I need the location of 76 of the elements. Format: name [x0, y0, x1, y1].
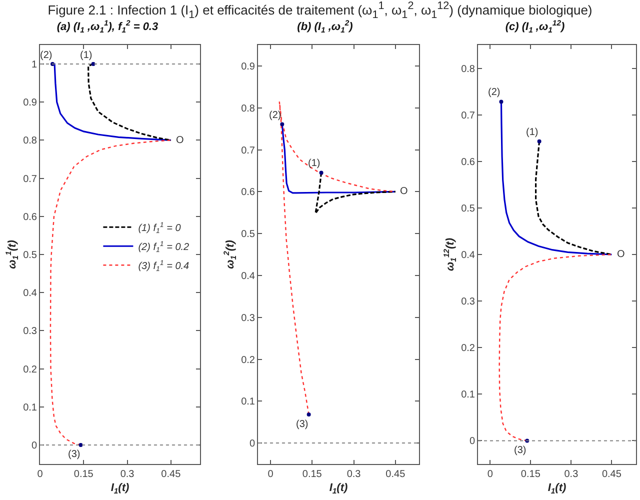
line-series	[498, 254, 612, 442]
annotation: (2)	[269, 110, 282, 121]
annotation: (3)	[296, 419, 308, 430]
annotation: (1)	[308, 158, 320, 169]
y-tick-label: 0.5	[23, 250, 38, 261]
y-tick-label: 0	[31, 440, 38, 452]
y-tick-label: 0.2	[241, 354, 256, 366]
y-tick-label: 0.2	[23, 364, 38, 376]
y-tick-label: 0.1	[23, 402, 38, 414]
line-series	[281, 123, 396, 194]
y-tick-label: 0.4	[23, 288, 38, 300]
y-tick-label: 0.4	[241, 270, 256, 282]
y-tick-label: 0.5	[461, 203, 476, 214]
chart-title: Figure 2.1 : Infection 1 (I$_{1}$) et efficacités de traitement (ω$_{1}$$^{1}$, ω$_{1}$$^{2}$, ω$_{1}$$^{12}$) (dynamique biologique)	[48, 0, 592, 21]
y-tick-label: 0.2	[461, 343, 476, 354]
annotation: O	[176, 135, 184, 146]
line-series	[52, 63, 172, 142]
annotation: O	[400, 186, 408, 197]
x-tick-label: 0.15	[302, 469, 322, 480]
annotation: (1)	[80, 50, 92, 61]
line-series	[87, 63, 172, 142]
chart-subtitle: (b) (I$_{1}$ ,ω$_{1}$$^{2}$)	[297, 18, 354, 34]
point	[537, 139, 542, 144]
annotation: (2)	[488, 87, 500, 98]
x-tick-label: 0.15	[74, 469, 94, 480]
y-tick-label: 0.3	[23, 326, 38, 338]
y-tick-label: 0.5	[241, 229, 256, 240]
y-tick-label: 1	[31, 60, 38, 71]
legend-label: (3) f$_{1}$$^{1}$ = 0.4	[138, 260, 190, 274]
annotation: (3)	[514, 445, 526, 456]
y-tick-label: 0.8	[241, 103, 256, 114]
y-tick-label: 0.8	[461, 64, 476, 75]
y-tick-label: 0.7	[241, 145, 256, 156]
legend-label: (1) f$_{1}$$^{1}$ = 0	[138, 222, 182, 236]
x-tick-label: 0	[487, 469, 494, 480]
x-axis-title: I$_{1}$(t)	[548, 482, 566, 496]
line-series	[500, 101, 612, 256]
y-tick-label: 0.9	[23, 98, 38, 109]
x-tick-label: 0.3	[346, 469, 362, 480]
y-tick-label: 0.6	[23, 212, 38, 223]
point	[499, 100, 504, 104]
line-series	[314, 172, 396, 214]
point	[306, 412, 311, 417]
line-series	[50, 140, 172, 446]
x-tick-label: 0.3	[120, 469, 135, 480]
y-tick-label: 0.1	[241, 396, 256, 408]
point	[280, 122, 284, 126]
y-tick-label: 0.3	[461, 296, 476, 308]
annotation: O	[617, 249, 625, 260]
y-tick-label: 0.8	[23, 136, 38, 147]
point	[319, 170, 324, 175]
line-series	[535, 140, 612, 256]
chart-subtitle: (c) (I$_{1}$ ,ω$_{1}$$^{12}$)	[505, 18, 565, 34]
y-tick-label: 0.6	[241, 187, 256, 198]
x-axis-title: I$_{1}$(t)	[110, 482, 130, 496]
legend-label: (2) f$_{1}$$^{1}$ = 0.2	[138, 240, 190, 254]
y-tick-label: 0.1	[461, 390, 476, 401]
annotation: (3)	[68, 449, 80, 460]
y-tick-label: 0.9	[241, 61, 256, 72]
annotation: (2)	[40, 50, 52, 61]
y-tick-label: 0.7	[461, 110, 476, 122]
x-tick-label: 0.15	[520, 469, 541, 480]
x-axis-title: I$_{1}$(t)	[329, 482, 348, 496]
y-tick-label: 0.7	[23, 174, 38, 185]
y-tick-label: 0.6	[461, 156, 476, 168]
annotation: (1)	[526, 127, 538, 138]
x-tick-label: 0.45	[602, 469, 622, 480]
text: (a) (I$_{1}$ ,ω$_{1}$$^{1}$), f$_{1}$$^{2}$ = 0.3	[56, 18, 158, 34]
y-tick-label: 0.3	[241, 312, 256, 324]
x-tick-label: 0.45	[386, 469, 406, 480]
x-tick-label: 0	[268, 469, 274, 480]
y-tick-label: 0	[249, 438, 256, 450]
x-tick-label: 0.3	[564, 469, 579, 480]
y-tick-label: 0.4	[461, 250, 476, 261]
x-tick-label: 0.45	[161, 469, 182, 480]
y-tick-label: 0	[469, 436, 476, 448]
